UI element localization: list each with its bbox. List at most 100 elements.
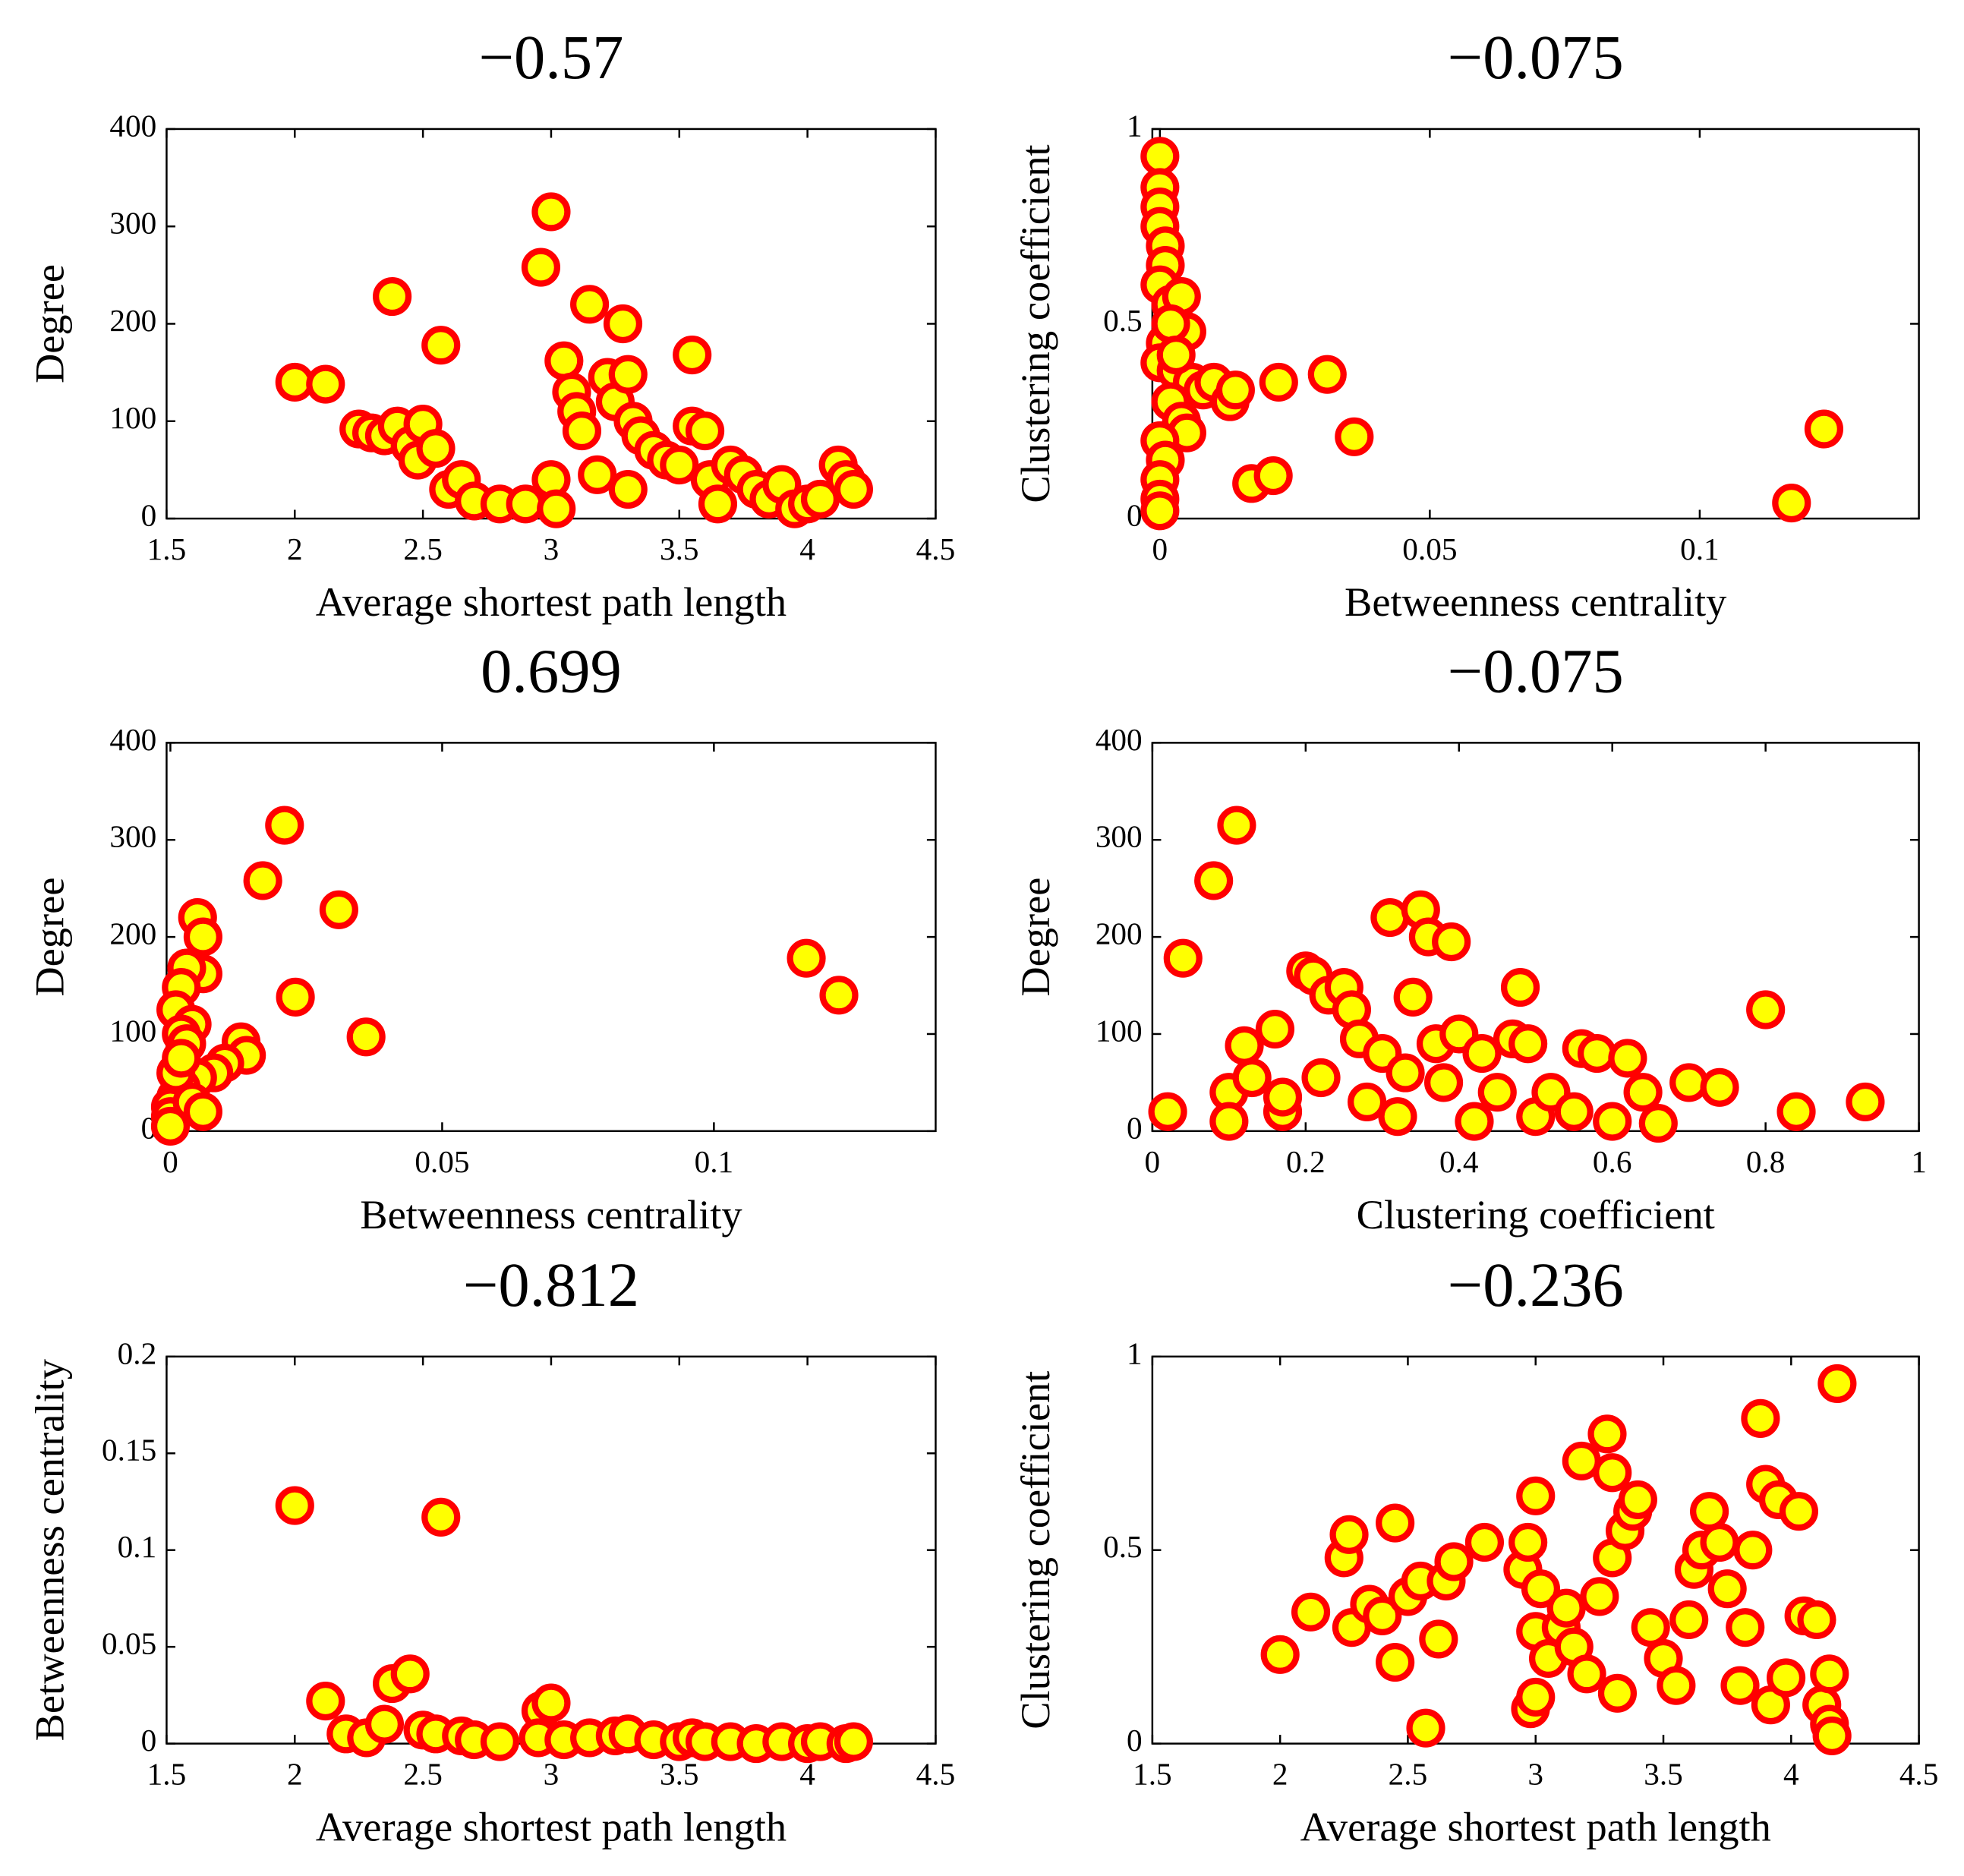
point [1455,1102,1494,1141]
point [1140,491,1180,531]
x-tick-label: 3.5 [1644,1757,1683,1792]
point [1148,1092,1187,1131]
point [1464,1522,1504,1562]
point [578,455,617,494]
point [1376,1503,1415,1543]
y-tick-label: 400 [109,722,156,757]
point [1255,1009,1295,1049]
point [346,1017,386,1057]
point [834,1722,873,1761]
point [306,364,345,404]
point [1363,1596,1402,1635]
point [521,248,561,287]
point [183,917,222,957]
point [1810,1654,1849,1694]
y-tick-label: 0 [1127,498,1143,533]
point [531,192,571,232]
point [1335,417,1374,456]
y-axis-label: Betweenness centrality [26,1359,72,1741]
y-tick-label: 400 [1095,722,1143,757]
point [1593,1453,1632,1493]
point [1700,1522,1739,1562]
point [162,1039,201,1078]
point [276,977,315,1017]
plot-area [1152,743,1919,1131]
point [1348,1082,1387,1122]
point [1623,1073,1663,1112]
point [834,469,873,509]
point [1516,1476,1556,1515]
x-tick-label: 0.4 [1439,1144,1479,1179]
point [1772,483,1811,523]
point [673,335,712,375]
point [1608,1039,1647,1078]
y-axis-label: Clustering coefficient [1012,1371,1058,1729]
point [1508,1522,1548,1562]
x-tick-label: 1.5 [147,1757,187,1792]
point [698,484,738,524]
y-tick-label: 0 [141,1723,157,1758]
chart-title: −0.812 [463,1250,639,1320]
point [1669,1600,1709,1640]
point [1424,1063,1464,1102]
x-tick-label: 2.5 [1389,1757,1428,1792]
point [306,1681,345,1721]
point [685,411,725,451]
x-tick-label: 2.5 [403,531,443,566]
point [1376,1642,1415,1682]
point [1546,1588,1586,1628]
y-tick-label: 1 [1127,1335,1143,1370]
point [1597,1673,1638,1713]
point [1263,1077,1303,1117]
point [1720,1666,1760,1705]
point [416,429,456,468]
x-axis-label: Average shortest path length [316,579,787,625]
point [1140,137,1180,176]
point [819,976,859,1015]
y-tick-label: 200 [1095,916,1143,951]
y-tick-label: 200 [109,916,156,951]
y-axis-label: Degree [26,264,72,383]
x-tick-label: 2 [1272,1757,1288,1792]
point [1817,1364,1857,1404]
point [1700,1067,1739,1107]
point [570,285,610,324]
x-tick-label: 4.5 [1899,1757,1939,1792]
point [1554,1092,1594,1131]
point [1232,1058,1272,1098]
x-tick-label: 1.5 [1133,1757,1172,1792]
point [660,445,699,485]
x-axis-label: Average shortest path length [1300,1804,1771,1850]
point [1500,968,1540,1007]
point [1690,1492,1729,1531]
x-tick-label: 3.5 [660,531,699,566]
x-tick-label: 2.5 [403,1757,443,1792]
point [275,1486,314,1525]
x-tick-label: 3 [544,531,560,566]
point [1307,355,1347,394]
point [1587,1414,1627,1454]
point [1386,1053,1425,1092]
y-tick-label: 400 [109,108,156,143]
point [1419,1619,1458,1659]
y-axis-label: Clustering coefficient [1012,144,1058,503]
point [1301,1058,1341,1098]
x-tick-label: 0 [1152,531,1168,566]
x-tick-label: 2 [287,1757,303,1792]
x-tick-label: 4.5 [916,1757,956,1792]
point [1516,1677,1556,1717]
y-tick-label: 100 [1095,1013,1143,1048]
point [480,1722,519,1761]
point [243,861,282,900]
axes-box [166,742,937,1133]
point [275,362,314,402]
point [800,479,840,519]
point [1194,861,1234,900]
chart-title: −0.57 [479,22,624,92]
point [1567,1654,1606,1694]
x-tick-label: 2 [287,531,303,566]
x-tick-label: 0.8 [1746,1144,1786,1179]
point [562,411,602,451]
chart-title: 0.699 [481,636,622,706]
